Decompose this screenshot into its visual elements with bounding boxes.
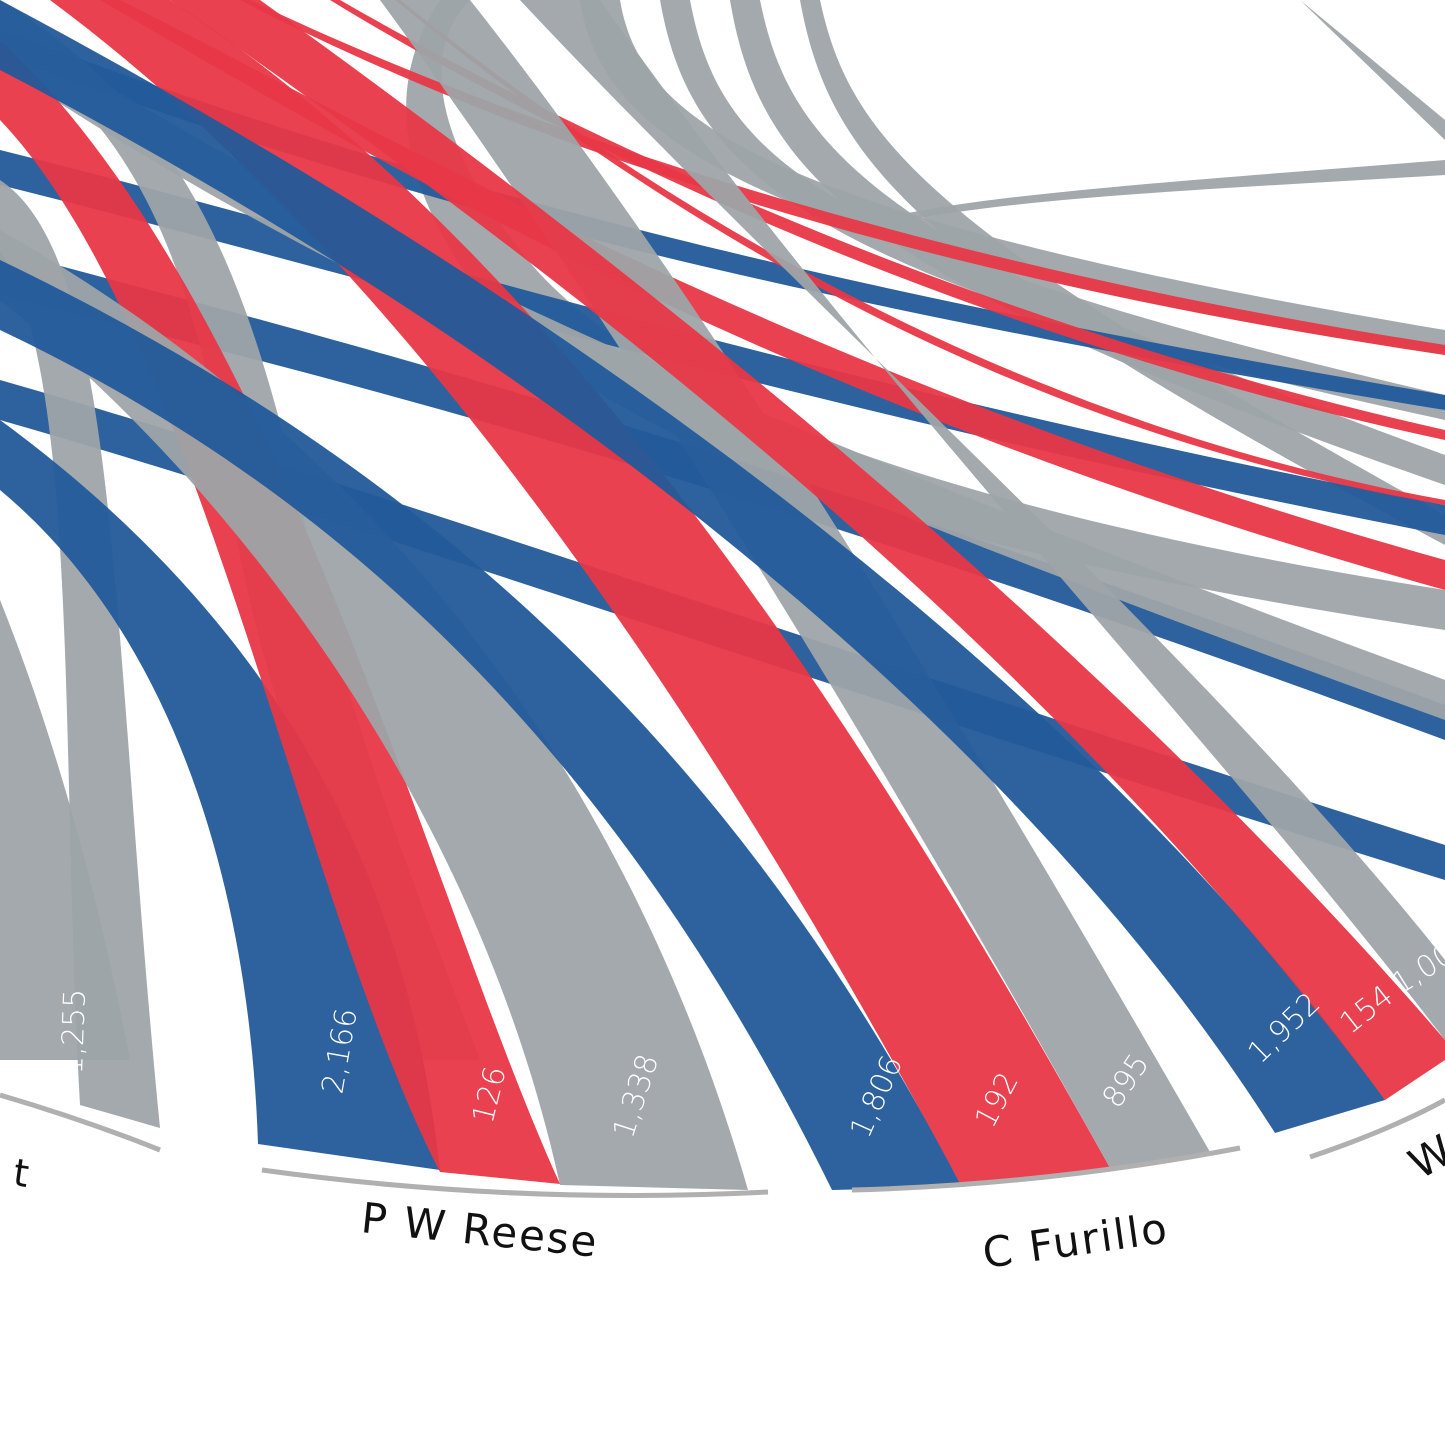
player-name-label: C Furillo — [980, 1203, 1172, 1278]
player-ribbon-4 — [0, 230, 748, 1190]
player-name-label: P W Reese — [359, 1193, 601, 1267]
value-label: 1,255 — [55, 988, 93, 1075]
player-arc-1 — [261, 1167, 769, 1199]
player-ribbon-5 — [0, 260, 962, 1190]
background-ribbon-8 — [0, 250, 1445, 740]
player-name-label: W — [1401, 1124, 1445, 1188]
player-ribbon-1 — [0, 180, 160, 1128]
background-ribbon-0 — [850, 0, 1445, 235]
arc-layer — [0, 1092, 1445, 1199]
background-ribbon-6 — [0, 30, 1445, 410]
player-name-label: t — [11, 1150, 34, 1196]
player-arc-3 — [1309, 1097, 1445, 1160]
player-ribbon-9 — [170, 0, 1445, 1100]
player-arc-0 — [0, 1092, 161, 1153]
ribbon-layer — [0, 0, 1445, 1190]
background-ribbon-15 — [0, 20, 1445, 720]
player-ribbon-8 — [0, 0, 1385, 1133]
background-ribbon-1 — [580, 0, 1445, 355]
player-ribbon-2 — [0, 420, 440, 1170]
player-arc-2 — [851, 1145, 1241, 1193]
player-ribbon-6 — [50, 0, 1110, 1187]
background-ribbon-3 — [730, 0, 1445, 485]
